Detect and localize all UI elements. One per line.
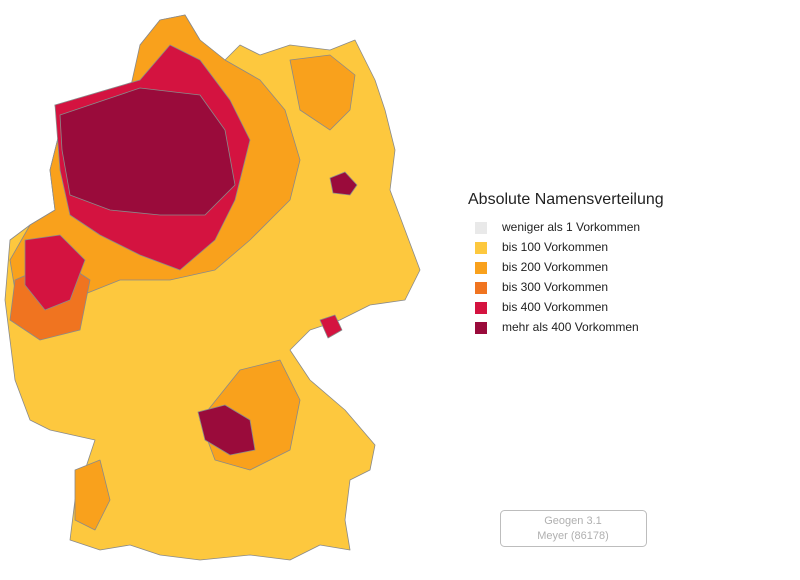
legend-swatch (475, 302, 487, 314)
map (4, 14, 421, 561)
button-line2[interactable]: Meyer (86178) (537, 530, 609, 542)
region-orange-south (74, 459, 111, 531)
legend-swatch (475, 282, 487, 294)
button[interactable]: Geogen 3.1 Meyer (86178) (500, 510, 647, 547)
legend-swatch (475, 262, 487, 274)
legend-label: mehr als 400 Vorkommen (502, 320, 639, 334)
legend-label: bis 400 Vorkommen (502, 300, 608, 314)
legend-title: Absolute Namensverteilung (468, 191, 664, 208)
region-maroon (59, 87, 236, 216)
region-red-east (319, 314, 343, 339)
legend-label: bis 100 Vorkommen (502, 240, 608, 254)
region-maroon-south (197, 404, 256, 456)
legend-swatch (475, 322, 487, 334)
legend-label: bis 200 Vorkommen (502, 260, 608, 274)
button-line1[interactable]: Geogen 3.1 (544, 515, 602, 527)
legend-label: weniger als 1 Vorkommen (501, 220, 640, 234)
region-red-west (24, 234, 86, 311)
region-maroon-east (329, 171, 358, 196)
button-frame[interactable] (500, 510, 647, 547)
legend-label: bis 300 Vorkommen (502, 280, 608, 294)
legend-swatch (475, 242, 487, 254)
region-orange-east (289, 54, 356, 131)
legend-swatch (475, 222, 487, 234)
legend: weniger als 1 Vorkommen bis 100 Vorkommen… (475, 220, 640, 334)
